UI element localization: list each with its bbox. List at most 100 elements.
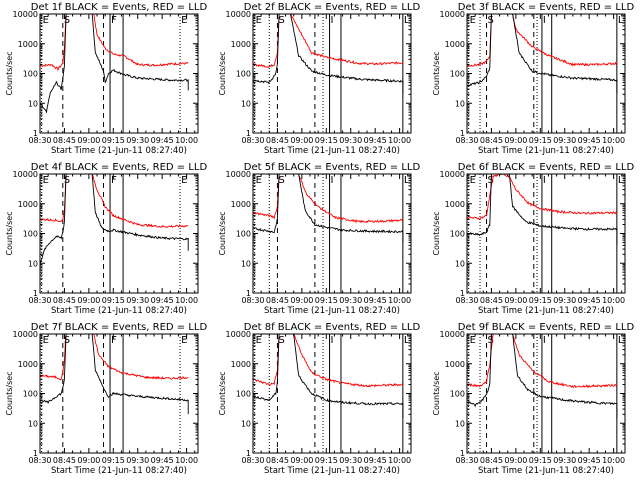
lld-trace-red	[40, 334, 189, 381]
y-tick-label: 1000	[18, 40, 38, 49]
y-tick-label: 100	[450, 230, 465, 239]
y-tick-label: 10000	[13, 170, 38, 179]
x-axis-label: Start Time (21-Jun-11 08:27:40)	[478, 306, 614, 316]
time-marker-label: F	[111, 335, 117, 346]
lld-trace-red	[253, 174, 404, 224]
time-marker-label: S	[64, 175, 70, 186]
y-tick-label: 10000	[226, 330, 251, 339]
x-tick-label: 08:45	[53, 296, 76, 305]
y-tick-label: 1000	[445, 200, 465, 209]
y-tick-label: 100	[23, 390, 38, 399]
y-tick-label: 10	[28, 419, 38, 428]
y-tick-label: 10000	[13, 10, 38, 19]
time-marker-label: E	[181, 335, 187, 346]
lld-trace-red	[467, 334, 618, 389]
y-tick-label: 1	[246, 449, 251, 458]
x-axis-label: Start Time (21-Jun-11 08:27:40)	[264, 146, 400, 156]
time-marker-label: I	[331, 175, 334, 186]
time-marker-label: E	[181, 175, 187, 186]
panel-title: Det 1f BLACK = Events, RED = LLD	[31, 2, 208, 13]
y-tick-label: 1	[460, 129, 465, 138]
detector-panel: Det 6f BLACK = Events, RED = LLD Counts/s…	[432, 162, 634, 316]
x-tick-label: 09:00	[504, 456, 527, 465]
x-tick-label: 09:45	[151, 456, 174, 465]
y-tick-label: 10000	[13, 330, 38, 339]
events-trace-black	[467, 174, 618, 245]
x-tick-label: 09:30	[126, 456, 149, 465]
y-axis-label: Counts/sec	[218, 211, 227, 255]
y-tick-label: 1	[33, 289, 38, 298]
y-tick-label: 100	[236, 70, 251, 79]
x-tick-label: 09:30	[553, 136, 576, 145]
y-tick-label: 10	[241, 99, 251, 108]
lld-trace-red	[467, 174, 618, 220]
time-marker-label: F	[111, 15, 117, 26]
plot-frame	[252, 173, 412, 294]
x-tick-label: 09:15	[102, 456, 125, 465]
y-axis-label: Counts/sec	[218, 371, 227, 415]
y-tick-label: 100	[23, 230, 38, 239]
y-tick-label: 10000	[440, 170, 465, 179]
lld-trace-red	[253, 334, 404, 388]
panel-title: Det 2f BLACK = Events, RED = LLD	[244, 2, 421, 13]
x-tick-label: 10:00	[388, 456, 411, 465]
x-tick-label: 09:00	[77, 456, 100, 465]
x-tick-label: 08:30	[455, 136, 478, 145]
events-trace-black	[467, 334, 618, 419]
events-trace-black	[40, 174, 189, 264]
x-axis-label: Start Time (21-Jun-11 08:27:40)	[478, 146, 614, 156]
y-axis-label: Counts/sec	[432, 371, 441, 415]
y-tick-label: 1000	[231, 200, 251, 209]
x-tick-label: 09:30	[339, 136, 362, 145]
x-tick-label: 08:30	[28, 136, 51, 145]
time-marker-label: I	[543, 175, 546, 186]
x-tick-label: 09:30	[339, 296, 362, 305]
x-tick-label: 09:15	[102, 136, 125, 145]
y-tick-label: 1	[33, 129, 38, 138]
x-tick-label: 08:45	[480, 136, 503, 145]
y-tick-label: 10	[455, 259, 465, 268]
x-tick-label: 08:30	[28, 456, 51, 465]
y-tick-label: 100	[23, 70, 38, 79]
time-marker-label: L	[618, 15, 624, 26]
detector-panel: Det 7f BLACK = Events, RED = LLD Counts/s…	[5, 322, 207, 476]
x-tick-label: 09:45	[151, 296, 174, 305]
y-tick-label: 1	[246, 289, 251, 298]
time-marker-label: L	[404, 175, 410, 186]
time-marker-label: E	[43, 175, 49, 186]
y-axis-label: Counts/sec	[5, 211, 14, 255]
time-marker-label: L	[404, 335, 410, 346]
time-marker-label: S	[488, 335, 494, 346]
x-tick-label: 09:00	[290, 136, 313, 145]
detector-panel: Det 4f BLACK = Events, RED = LLD Counts/s…	[5, 162, 207, 316]
panel-title: Det 7f BLACK = Events, RED = LLD	[31, 322, 208, 333]
time-marker-label: S	[278, 335, 284, 346]
x-tick-label: 09:00	[504, 136, 527, 145]
y-tick-label: 10	[241, 419, 251, 428]
detector-panel: Det 1f BLACK = Events, RED = LLD Counts/s…	[5, 2, 207, 156]
panel-title: Det 9f BLACK = Events, RED = LLD	[458, 322, 635, 333]
x-tick-label: 08:30	[241, 136, 264, 145]
x-tick-label: 08:45	[266, 296, 289, 305]
x-tick-label: 10:00	[602, 456, 625, 465]
time-marker-label: E	[43, 15, 49, 26]
x-tick-label: 10:00	[388, 136, 411, 145]
x-tick-label: 08:30	[241, 456, 264, 465]
y-tick-label: 1000	[18, 200, 38, 209]
detector-panel: Det 2f BLACK = Events, RED = LLD Counts/s…	[218, 2, 420, 156]
x-tick-label: 09:45	[578, 456, 601, 465]
time-marker-label: I	[331, 335, 334, 346]
time-marker-label: L	[618, 175, 624, 186]
y-tick-label: 100	[236, 230, 251, 239]
x-tick-label: 08:45	[266, 456, 289, 465]
x-tick-label: 09:45	[364, 136, 387, 145]
time-marker-label: E	[181, 15, 187, 26]
y-tick-label: 100	[450, 70, 465, 79]
x-tick-label: 09:45	[578, 136, 601, 145]
x-tick-label: 09:00	[290, 456, 313, 465]
x-tick-label: 09:30	[126, 296, 149, 305]
time-marker-label: E	[256, 15, 262, 26]
time-marker-label: E	[470, 15, 476, 26]
x-tick-label: 10:00	[175, 296, 198, 305]
y-tick-label: 100	[236, 390, 251, 399]
